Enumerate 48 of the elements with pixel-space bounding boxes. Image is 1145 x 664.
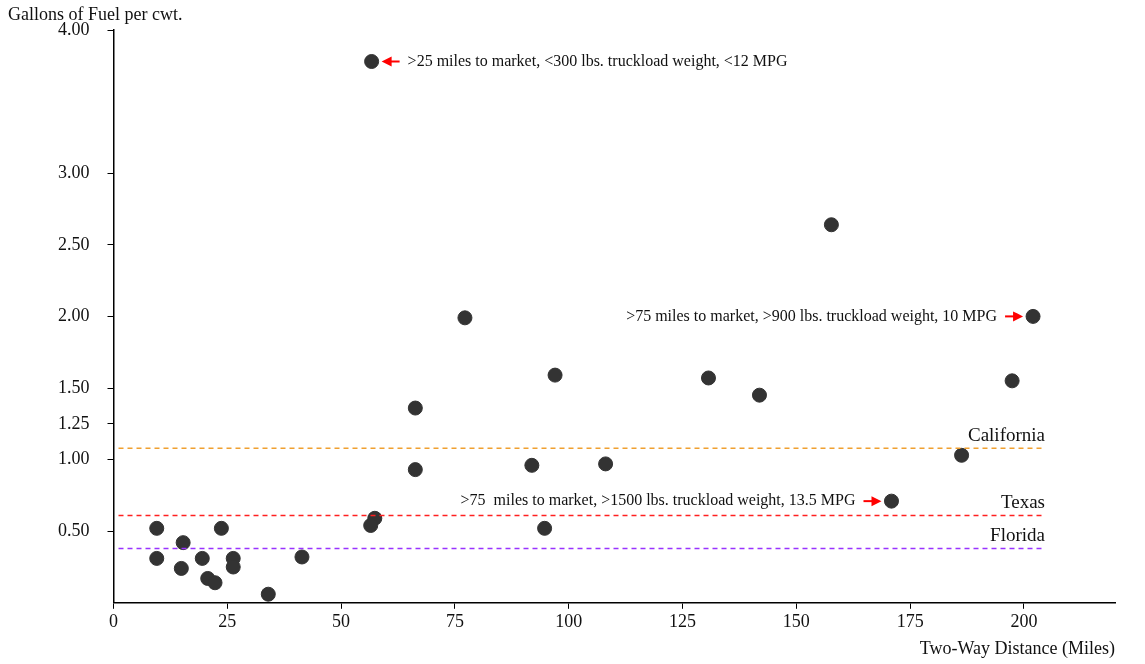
y-tick-label: 1.25 <box>58 412 90 433</box>
point <box>294 549 310 565</box>
x-tick-label: 50 <box>332 611 351 632</box>
point <box>457 310 473 326</box>
x-tick-label: 175 <box>896 611 924 632</box>
point <box>364 54 380 69</box>
point <box>823 217 839 233</box>
x-tick-label: 150 <box>782 611 810 632</box>
y-tick-label: 3.00 <box>58 161 90 182</box>
x-tick-label: 25 <box>218 611 237 632</box>
point <box>213 520 229 536</box>
ref-line-label: Texas <box>1000 490 1045 512</box>
y-tick-label: 2.00 <box>58 305 90 326</box>
point <box>260 586 276 602</box>
y-tick-label: 1.50 <box>58 376 90 397</box>
ref-line-label: Florida <box>990 523 1046 545</box>
ref-line-label: California <box>967 423 1046 445</box>
point <box>363 517 379 533</box>
x-axis-title: Two-Way Distance (Miles) <box>919 637 1115 659</box>
y-tick-label: 1.00 <box>58 448 90 469</box>
point <box>173 560 189 576</box>
x-tick-label: 75 <box>445 611 464 632</box>
annotation: >25 miles to market, <300 lbs. truckload weight, <12 MPG <box>407 51 788 70</box>
point <box>751 387 767 403</box>
point <box>1004 373 1020 389</box>
point <box>537 520 553 536</box>
point <box>1025 308 1041 324</box>
x-tick-label: 200 <box>1010 611 1038 632</box>
point <box>149 520 165 536</box>
point <box>175 535 191 551</box>
y-tick-label: 0.50 <box>58 519 90 540</box>
point <box>954 447 970 463</box>
x-tick-label: 0 <box>109 611 118 632</box>
annotation: >75 miles to market, >1500 lbs. truckload weight, 13.5 MPG <box>460 491 856 510</box>
point <box>598 456 614 472</box>
x-tick-label: 125 <box>669 611 697 632</box>
point <box>883 493 899 509</box>
point <box>207 575 223 591</box>
point <box>700 370 716 386</box>
point <box>407 462 423 478</box>
point <box>524 457 540 473</box>
point <box>149 550 165 566</box>
annotation: >75 miles to market, >900 lbs. truckload weight, 10 MPG <box>626 306 998 325</box>
point <box>547 367 563 383</box>
point <box>407 400 423 416</box>
y-tick-label: 2.50 <box>58 233 90 254</box>
x-tick-label: 100 <box>555 611 583 632</box>
point <box>194 550 210 566</box>
